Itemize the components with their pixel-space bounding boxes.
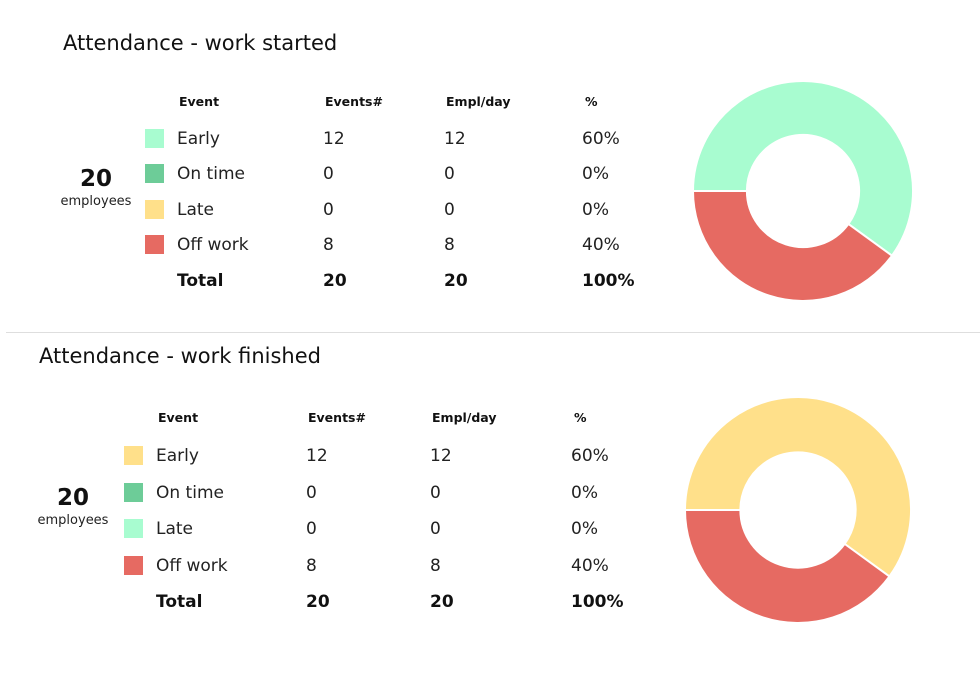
column-header-event: Event	[179, 94, 220, 109]
column-header-percent: %	[574, 410, 587, 425]
total-empl-per-day: 20	[444, 271, 468, 291]
legend-swatch-late	[145, 200, 164, 219]
employee-summary: 20 employees	[51, 164, 141, 210]
donut-slice-off-work	[691, 190, 894, 302]
column-header-empl-day: Empl/day	[446, 94, 511, 109]
legend-swatch-early	[124, 446, 143, 465]
events-count: 8	[323, 235, 334, 255]
percent-value: 0%	[582, 200, 609, 220]
total-label: Total	[156, 592, 203, 612]
percent-value: 0%	[582, 164, 609, 184]
column-header-empl-day: Empl/day	[432, 410, 497, 425]
empl-per-day: 8	[430, 556, 441, 576]
event-label: Off work	[156, 556, 228, 576]
attendance-started-panel: Attendance - work started 20 employees E…	[0, 0, 980, 332]
percent-value: 60%	[571, 446, 609, 466]
event-label: On time	[177, 164, 245, 184]
table-row: On time 0 0 0%	[0, 160, 700, 188]
empl-per-day: 0	[444, 200, 455, 220]
legend-swatch-late	[124, 519, 143, 538]
percent-value: 40%	[582, 235, 620, 255]
column-header-events: Events#	[325, 94, 383, 109]
table-total-row: Total 20 20 100%	[0, 267, 700, 295]
events-count: 0	[323, 200, 334, 220]
employee-label: employees	[37, 513, 109, 528]
employee-summary: 20 employees	[28, 483, 118, 529]
table-row: Off work 8 8 40%	[0, 231, 700, 259]
panel-title: Attendance - work started	[63, 31, 338, 55]
column-header-events: Events#	[308, 410, 366, 425]
column-header-event: Event	[158, 410, 199, 425]
event-label: Off work	[177, 235, 249, 255]
events-count: 0	[323, 164, 334, 184]
donut-chart	[683, 396, 912, 624]
events-count: 0	[306, 519, 317, 539]
table-total-row: Total 20 20 100%	[0, 588, 700, 616]
total-percent: 100%	[571, 592, 624, 612]
empl-per-day: 12	[444, 129, 466, 149]
total-label: Total	[177, 271, 224, 291]
donut-slice-early	[691, 80, 914, 258]
table-row: On time 0 0 0%	[0, 479, 700, 507]
table-row: Late 0 0 0%	[0, 196, 700, 224]
events-count: 12	[323, 129, 345, 149]
event-label: On time	[156, 483, 224, 503]
event-label: Late	[156, 519, 194, 539]
legend-swatch-on-time	[145, 164, 164, 183]
table-row: Off work 8 8 40%	[0, 552, 700, 580]
empl-per-day: 0	[430, 483, 441, 503]
table-row: Late 0 0 0%	[0, 515, 700, 543]
column-header-percent: %	[585, 94, 598, 109]
donut-slice-early	[683, 396, 912, 578]
legend-swatch-off-work	[145, 235, 164, 254]
event-label: Late	[177, 200, 215, 220]
legend-swatch-off-work	[124, 556, 143, 575]
events-count: 0	[306, 483, 317, 503]
panel-title: Attendance - work finished	[39, 344, 321, 368]
total-percent: 100%	[582, 271, 635, 291]
percent-value: 0%	[571, 483, 598, 503]
event-label: Early	[177, 129, 220, 149]
empl-per-day: 0	[430, 519, 441, 539]
event-label: Early	[156, 446, 199, 466]
donut-chart	[691, 80, 914, 302]
employee-count: 20	[56, 485, 89, 511]
total-events: 20	[306, 592, 330, 612]
total-events: 20	[323, 271, 347, 291]
events-count: 12	[306, 446, 328, 466]
employee-count: 20	[79, 166, 112, 192]
legend-swatch-early	[145, 129, 164, 148]
table-row: Early 12 12 60%	[0, 125, 700, 153]
empl-per-day: 8	[444, 235, 455, 255]
table-row: Early 12 12 60%	[0, 442, 700, 470]
percent-value: 40%	[571, 556, 609, 576]
percent-value: 60%	[582, 129, 620, 149]
empl-per-day: 0	[444, 164, 455, 184]
legend-swatch-on-time	[124, 483, 143, 502]
attendance-finished-panel: Attendance - work finished 20 employees …	[0, 333, 980, 680]
percent-value: 0%	[571, 519, 598, 539]
employee-label: employees	[60, 194, 132, 209]
empl-per-day: 12	[430, 446, 452, 466]
events-count: 8	[306, 556, 317, 576]
section-divider	[6, 332, 980, 333]
donut-slice-off-work	[683, 509, 891, 624]
total-empl-per-day: 20	[430, 592, 454, 612]
